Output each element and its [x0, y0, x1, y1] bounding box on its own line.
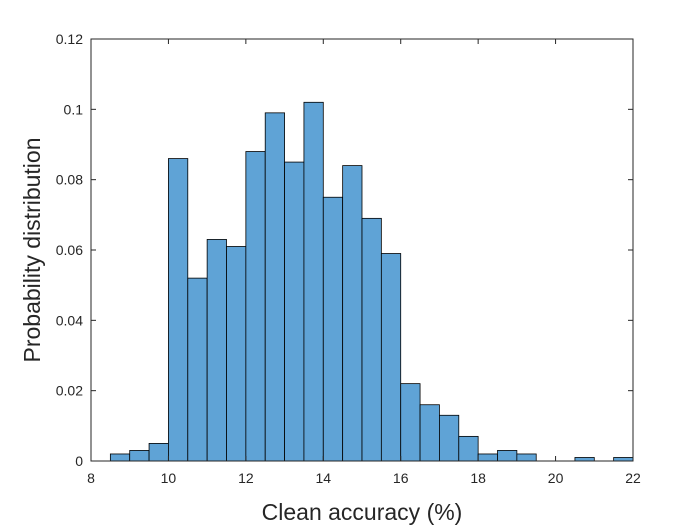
- y-axis-ticks: 0 0.02 0.04 0.06 0.08 0.1 0.12: [56, 31, 633, 469]
- histogram-bar: [206, 239, 227, 462]
- x-tick-label: 16: [393, 470, 409, 486]
- x-tick-label: 12: [238, 470, 254, 486]
- histogram-bar: [245, 151, 266, 462]
- y-tick-label: 0.06: [56, 242, 83, 258]
- x-axis-ticks: 8 10 12 14 16 18 20 22: [87, 39, 641, 486]
- histogram-bar: [226, 246, 247, 462]
- histogram-bar: [574, 457, 595, 462]
- histogram-bar: [148, 443, 169, 462]
- histogram-bar: [419, 404, 440, 462]
- histogram-bar: [187, 277, 208, 462]
- histogram-bar: [129, 450, 150, 462]
- x-tick-label: 20: [548, 470, 564, 486]
- histogram-bar: [400, 383, 421, 462]
- bars-group: [109, 101, 634, 462]
- histogram-bar: [168, 158, 189, 462]
- histogram-bar: [303, 101, 324, 462]
- histogram-bar: [322, 196, 344, 462]
- x-tick-label: 10: [161, 470, 177, 486]
- histogram-bar: [109, 453, 131, 462]
- histogram-bar: [439, 414, 460, 462]
- x-tick-label: 8: [87, 470, 95, 486]
- histogram-bar: [458, 435, 479, 462]
- histogram-bar: [613, 457, 634, 462]
- histogram-bar: [342, 165, 363, 462]
- histogram-bar: [497, 450, 518, 462]
- histogram-bar: [516, 453, 537, 462]
- y-tick-label: 0.04: [56, 312, 83, 328]
- y-tick-label: 0.08: [56, 172, 83, 188]
- y-tick-label: 0: [75, 453, 83, 469]
- x-tick-label: 18: [470, 470, 486, 486]
- x-tick-label: 22: [625, 470, 641, 486]
- histogram-bar: [284, 161, 305, 462]
- x-tick-label: 14: [315, 470, 331, 486]
- histogram-bar: [361, 217, 382, 462]
- y-axis-label: Probability distribution: [19, 137, 45, 362]
- y-tick-label: 0.1: [64, 101, 84, 117]
- x-axis-label: Clean accuracy (%): [262, 499, 463, 525]
- y-tick-label: 0.02: [56, 383, 83, 399]
- plot-frame: [90, 38, 634, 462]
- histogram-bar: [477, 453, 498, 462]
- histogram-bar: [264, 112, 285, 462]
- histogram-bar: [380, 253, 402, 462]
- y-tick-label: 0.12: [56, 31, 83, 47]
